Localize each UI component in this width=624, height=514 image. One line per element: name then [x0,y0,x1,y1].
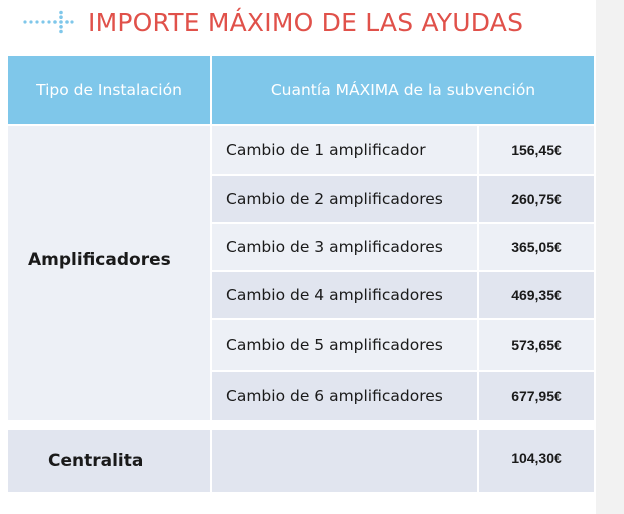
row-label: Cambio de 1 amplificador [212,126,477,174]
row-label: Cambio de 4 amplificadores [212,272,477,318]
row-value: 156,45€ [479,126,594,174]
group-label-centralita: Centralita [8,430,210,492]
row-label: Cambio de 6 amplificadores [212,372,477,420]
row-value: 573,65€ [479,320,594,370]
screen-edge [596,0,624,514]
centralita-empty-cell [212,430,477,492]
row-value: 677,95€ [479,372,594,420]
column-header-cuantia: Cuantía MÁXIMA de la subvención [212,56,594,124]
centralita-value: 104,30€ [479,430,594,492]
column-header-tipo: Tipo de Instalación [8,56,210,124]
row-label: Cambio de 2 amplificadores [212,176,477,222]
row-label: Cambio de 5 amplificadores [212,320,477,370]
page-header: IMPORTE MÁXIMO DE LAS AYUDAS [22,4,523,40]
dotted-plus-icon [23,10,74,34]
group-label-amplificadores: Amplificadores [8,126,210,420]
row-value: 469,35€ [479,272,594,318]
row-value: 365,05€ [479,224,594,270]
row-value: 260,75€ [479,176,594,222]
page-title: IMPORTE MÁXIMO DE LAS AYUDAS [88,7,524,37]
row-label: Cambio de 3 amplificadores [212,224,477,270]
